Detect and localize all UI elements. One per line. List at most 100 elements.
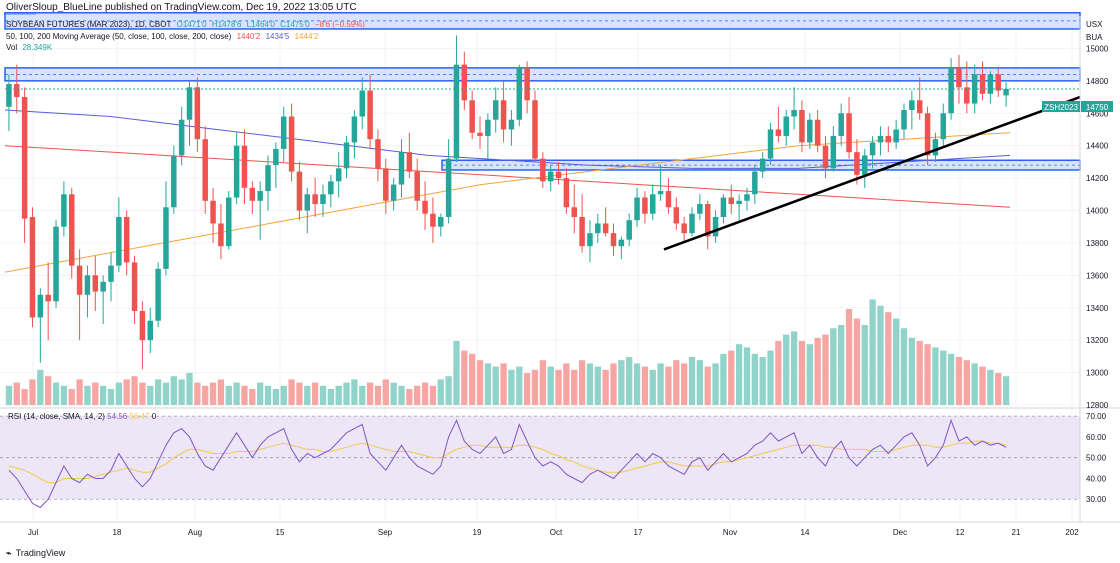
candle[interactable] [697,194,703,221]
candle[interactable] [422,181,428,230]
candle[interactable] [838,103,844,146]
candle[interactable] [830,126,837,172]
candle[interactable] [116,197,122,273]
candle[interactable] [524,61,530,114]
candle[interactable] [100,275,106,324]
candle[interactable] [571,184,577,234]
candle[interactable] [547,165,554,192]
candle[interactable] [626,213,632,247]
candle[interactable] [540,152,546,188]
candle[interactable] [610,223,617,256]
candle[interactable] [924,106,931,166]
candle[interactable] [29,207,36,328]
candle[interactable] [84,265,91,318]
candle[interactable] [383,158,389,214]
candle[interactable] [893,119,899,149]
candle[interactable] [618,236,625,260]
candle[interactable] [68,187,75,279]
candle[interactable] [861,148,868,188]
candle[interactable] [956,54,962,104]
candle[interactable] [445,139,452,224]
candle[interactable] [736,194,742,221]
candle[interactable] [563,168,570,214]
candle[interactable] [846,97,852,159]
candle[interactable] [516,64,523,127]
candle[interactable] [312,178,318,217]
candle[interactable] [249,181,256,214]
candle[interactable] [995,67,1001,98]
candle[interactable] [226,191,232,250]
candle[interactable] [131,255,138,324]
candle[interactable] [37,288,44,363]
candle[interactable] [155,262,161,328]
candle[interactable] [202,126,208,214]
candle[interactable] [296,161,303,221]
candle[interactable] [328,174,334,208]
candle[interactable] [979,61,986,101]
candle[interactable] [320,184,326,217]
candle[interactable] [406,132,413,179]
candle[interactable] [398,139,405,198]
candle[interactable] [814,110,821,153]
candle[interactable] [964,61,970,114]
candle[interactable] [492,87,499,133]
candle[interactable] [469,90,475,140]
candle[interactable] [822,135,829,179]
candle[interactable] [704,200,711,250]
candle[interactable] [241,129,248,205]
candle[interactable] [555,161,562,185]
candle[interactable] [657,165,664,201]
candle[interactable] [689,207,695,237]
candle[interactable] [273,142,279,188]
candle[interactable] [257,181,263,240]
candle[interactable] [218,204,224,260]
candle[interactable] [728,184,735,214]
candle[interactable] [414,158,420,211]
candle[interactable] [948,58,954,120]
candle[interactable] [940,103,947,146]
candle[interactable] [767,122,774,166]
candle[interactable] [438,213,444,237]
candle[interactable] [14,64,20,114]
candle[interactable] [712,210,719,243]
candle[interactable] [453,35,460,162]
candle[interactable] [45,262,51,341]
candle[interactable] [775,106,782,143]
candle[interactable] [21,87,28,243]
candle[interactable] [108,252,114,302]
candle[interactable] [288,103,295,182]
candle[interactable] [186,80,193,146]
candle[interactable] [587,220,593,263]
support-trendline[interactable] [663,95,1081,251]
candle[interactable] [681,216,687,243]
candle[interactable] [53,220,59,308]
candle[interactable] [280,106,287,162]
candle[interactable] [194,77,201,153]
candle[interactable] [665,178,672,214]
candle[interactable] [343,135,350,179]
candle[interactable] [987,71,994,104]
candle[interactable] [171,145,177,214]
candle[interactable] [76,249,83,341]
candle[interactable] [390,178,397,211]
candle[interactable] [744,187,750,211]
candle[interactable] [147,307,154,354]
candle[interactable] [791,87,797,130]
candle[interactable] [6,74,12,132]
candle[interactable] [532,90,538,162]
candle[interactable] [916,77,923,120]
candle[interactable] [885,126,892,153]
candle[interactable] [673,197,680,230]
candle[interactable] [304,187,311,234]
candle[interactable] [265,155,271,211]
tradingview-logo[interactable]: ⌁ TradingView [6,547,65,559]
candle[interactable] [500,80,507,143]
candle[interactable] [752,165,758,205]
candle[interactable] [375,129,381,182]
candle[interactable] [359,77,365,130]
candle[interactable] [799,100,805,153]
candle[interactable] [351,110,358,159]
candle[interactable] [335,152,342,198]
candle[interactable] [178,106,185,166]
candle[interactable] [485,113,491,159]
